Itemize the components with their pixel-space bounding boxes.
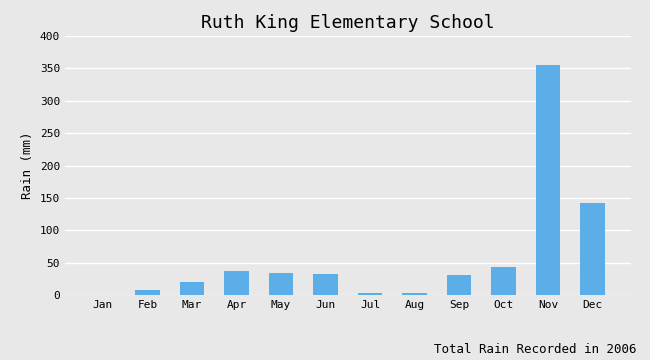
Bar [402, 293, 427, 295]
Bar [179, 282, 204, 295]
Bar [580, 203, 605, 295]
Bar [536, 65, 560, 295]
Y-axis label: Rain (mm): Rain (mm) [21, 132, 34, 199]
Title: Ruth King Elementary School: Ruth King Elementary School [201, 14, 495, 32]
Text: Total Rain Recorded in 2006: Total Rain Recorded in 2006 [434, 343, 637, 356]
Bar [313, 274, 338, 295]
Bar [447, 275, 471, 295]
Bar [358, 293, 382, 295]
Bar [224, 271, 249, 295]
Bar [268, 273, 293, 295]
Bar [491, 267, 516, 295]
Bar [135, 290, 160, 295]
